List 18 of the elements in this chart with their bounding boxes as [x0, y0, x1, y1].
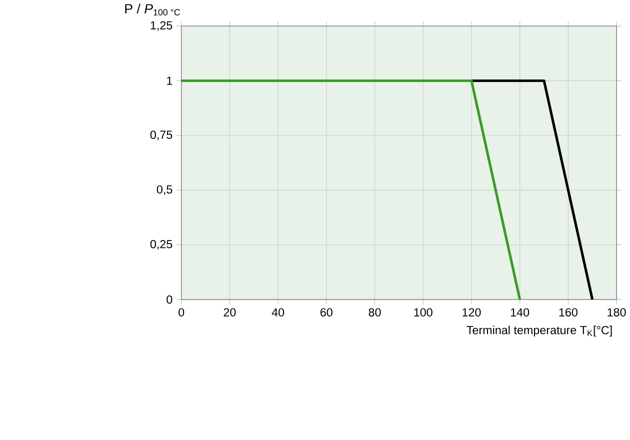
- x-tick-label: 180: [608, 308, 626, 317]
- y-tick-label: 0: [166, 296, 172, 304]
- x-tick-label: 160: [559, 308, 578, 317]
- x-tick-label: 80: [368, 308, 381, 317]
- y-tick-label: 1,25: [150, 21, 172, 32]
- x-tick-label: 140: [510, 308, 530, 317]
- y-tick-label: 0,5: [156, 186, 172, 196]
- x-axis-title: Terminal temperature T$_{K}$[°C]: [466, 326, 612, 337]
- y-tick-label: 0,75: [150, 130, 172, 140]
- x-tick-label: 60: [320, 308, 332, 317]
- y-axis-title: P / P$_{100 °C}$: [125, 4, 180, 16]
- y-tick-label: 0,25: [150, 240, 172, 250]
- y-tick-label: 1: [167, 76, 172, 85]
- x-tick-label: 0: [178, 308, 184, 317]
- x-tick-label: 120: [462, 308, 481, 317]
- x-tick-label: 40: [272, 308, 284, 317]
- x-tick-label: 20: [224, 308, 236, 317]
- x-tick-label: 100: [414, 308, 432, 317]
